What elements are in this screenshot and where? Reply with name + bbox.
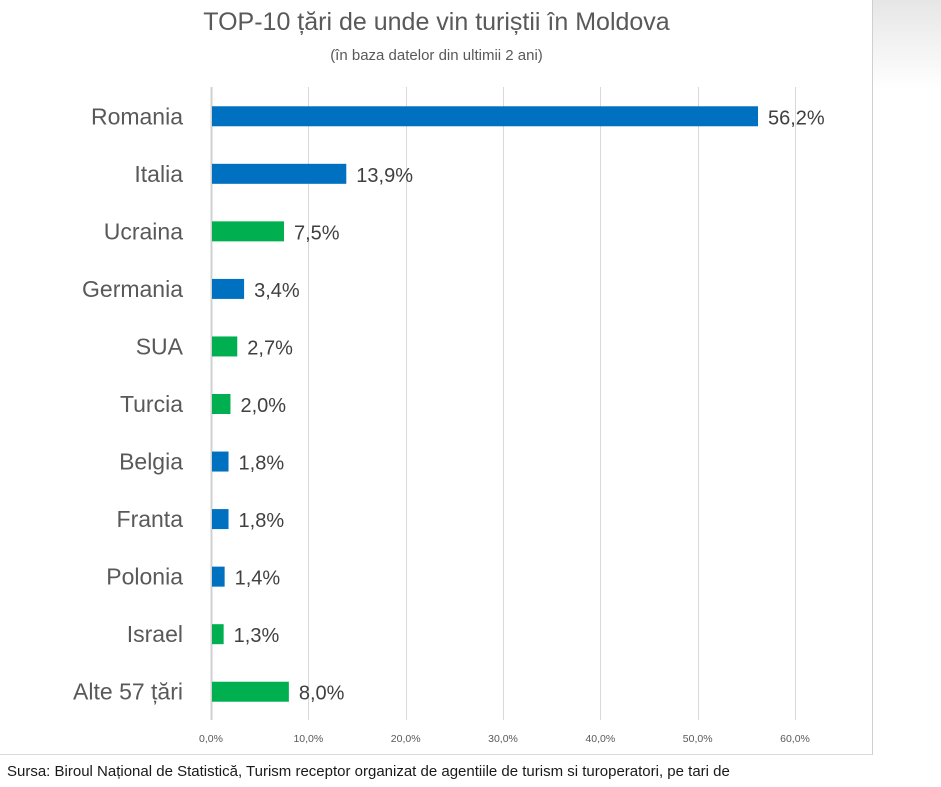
x-tick-label: 60,0%	[780, 733, 810, 745]
category-label: Turcia	[120, 391, 183, 417]
bar	[212, 624, 224, 645]
data-label: 7,5%	[294, 222, 340, 244]
category-label: Polonia	[106, 564, 183, 590]
bar	[212, 394, 231, 414]
chart-subtitle: (în baza datelor din ultimii 2 ani)	[330, 47, 543, 64]
bar	[212, 566, 225, 587]
data-label: 1,3%	[234, 625, 280, 647]
category-label: Germania	[82, 276, 183, 302]
chart-area: TOP-10 țări de unde vin turiștii în Mold…	[0, 0, 873, 755]
category-label: Ucraina	[104, 218, 183, 244]
bar	[212, 681, 289, 702]
x-tick-label: 20,0%	[391, 733, 421, 745]
bar	[212, 278, 245, 299]
category-label: SUA	[136, 333, 184, 359]
data-label: 1,8%	[239, 510, 285, 532]
bar	[212, 221, 284, 242]
bar	[212, 509, 229, 530]
bar	[212, 336, 238, 357]
source-note: Sursa: Biroul Național de Statistică, Tu…	[7, 763, 730, 780]
bar	[212, 106, 759, 127]
x-tick-label: 0,0%	[199, 733, 223, 745]
x-tick-label: 50,0%	[683, 733, 713, 745]
category-label: Belgia	[119, 449, 183, 475]
data-label: 13,9%	[356, 165, 413, 187]
data-label: 1,8%	[239, 453, 285, 475]
category-label: Alte 57 țări	[73, 679, 183, 705]
category-label: Romania	[91, 103, 183, 129]
bar-plot: 0,0% 10,0% 20,0% 30,0% 40,0% 50,0% 60,0% Romani…	[73, 87, 825, 745]
data-label: 56,2%	[768, 107, 825, 129]
bar	[212, 163, 347, 184]
x-tick-label: 30,0%	[488, 733, 518, 745]
data-label: 3,4%	[254, 280, 300, 302]
bar	[212, 451, 229, 472]
category-label: Franta	[117, 506, 184, 532]
data-label: 8,0%	[299, 683, 345, 705]
x-tick-label: 40,0%	[585, 733, 615, 745]
x-tick-label: 10,0%	[293, 733, 323, 745]
data-label: 1,4%	[235, 568, 281, 590]
category-label: Israel	[127, 621, 183, 647]
data-label: 2,0%	[240, 395, 286, 417]
chart-title: TOP-10 țări de unde vin turiștii în Mold…	[203, 8, 670, 36]
category-label: Italia	[134, 161, 183, 187]
data-label: 2,7%	[247, 337, 293, 359]
